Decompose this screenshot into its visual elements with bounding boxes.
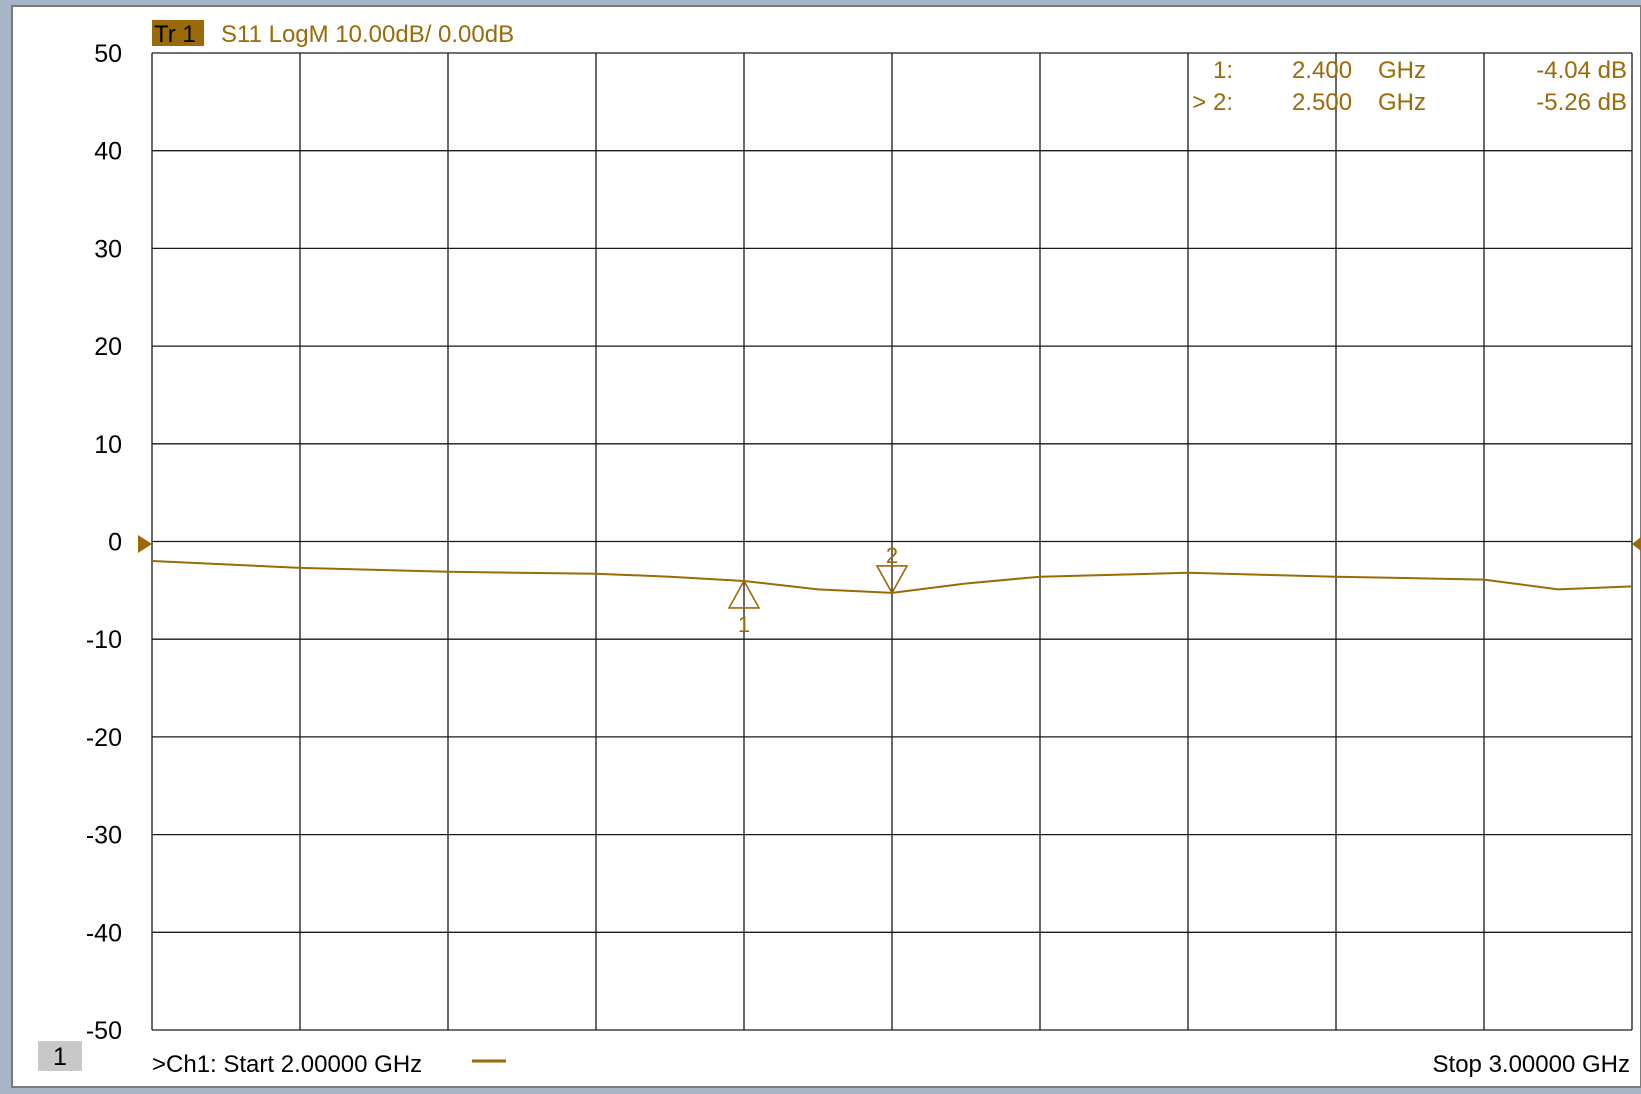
marker-1-freq: 2.400 bbox=[1292, 57, 1352, 84]
y-tick-label: 20 bbox=[94, 333, 122, 361]
marker-2-triangle-icon[interactable] bbox=[875, 565, 909, 595]
y-tick-label: -30 bbox=[86, 822, 122, 850]
plot-grid bbox=[151, 52, 1633, 1031]
y-tick-label: 40 bbox=[94, 138, 122, 166]
trace-info: S11 LogM 10.00dB/ 0.00dB bbox=[221, 21, 514, 48]
marker-2-value: -5.26 dB bbox=[1536, 89, 1627, 116]
trace-tag[interactable]: Tr 1 bbox=[154, 21, 196, 48]
marker-1-label: 1 bbox=[738, 612, 750, 637]
channel-number-box[interactable] bbox=[38, 1041, 82, 1071]
y-tick-label: -20 bbox=[86, 724, 122, 752]
y-tick-label: 50 bbox=[94, 40, 122, 68]
trace-tag-background[interactable] bbox=[152, 20, 204, 46]
y-axis-tick-labels: 50 40 30 20 10 0 -10 -20 -30 -40 -50 bbox=[86, 40, 122, 1045]
display-panel bbox=[11, 5, 1641, 1088]
marker-1-value: -4.04 dB bbox=[1536, 57, 1627, 84]
marker-2-id: > 2: bbox=[1192, 89, 1233, 116]
marker-2-label: 2 bbox=[886, 543, 898, 568]
marker-1-unit: GHz bbox=[1378, 57, 1426, 84]
marker-2-freq: 2.500 bbox=[1292, 89, 1352, 116]
marker-2-unit: GHz bbox=[1378, 89, 1426, 116]
marker-table: 1: 2.400 GHz -4.04 dB > 2: 2.500 GHz -5.… bbox=[1192, 57, 1627, 116]
reference-level-arrow-icon[interactable] bbox=[138, 535, 152, 553]
marker-1-id: 1: bbox=[1213, 57, 1233, 84]
start-frequency: >Ch1: Start 2.00000 GHz bbox=[152, 1051, 422, 1078]
stop-frequency: Stop 3.00000 GHz bbox=[1433, 1051, 1630, 1078]
y-tick-label: -10 bbox=[86, 626, 122, 654]
y-tick-label: -50 bbox=[86, 1017, 122, 1045]
y-tick-label: 10 bbox=[94, 431, 122, 459]
channel-number[interactable]: 1 bbox=[53, 1043, 67, 1071]
marker-1-triangle-icon[interactable] bbox=[727, 579, 761, 609]
reference-level-right-arrow-icon bbox=[1632, 537, 1641, 551]
y-tick-label: -40 bbox=[86, 919, 122, 947]
y-tick-label: 0 bbox=[108, 529, 122, 557]
y-tick-label: 30 bbox=[94, 235, 122, 263]
trace-markers: 12 bbox=[727, 543, 909, 637]
